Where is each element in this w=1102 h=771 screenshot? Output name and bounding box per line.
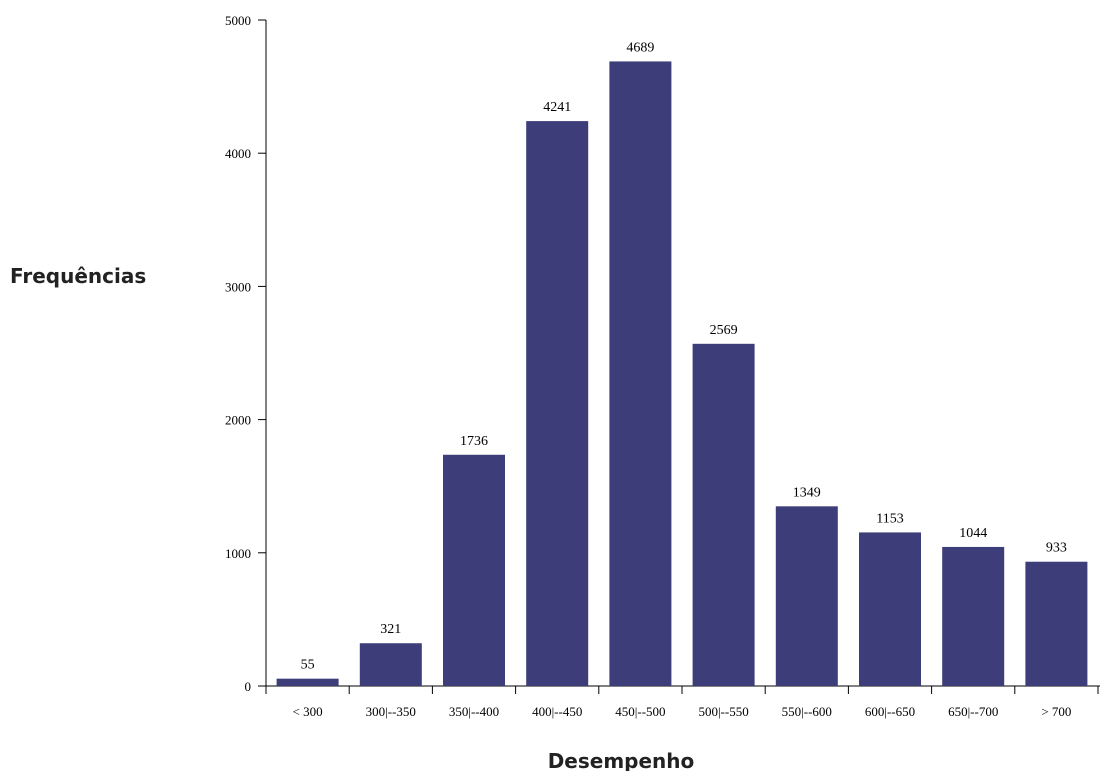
bar (609, 61, 671, 686)
y-tick-label: 2000 (225, 413, 251, 428)
x-tick-label: 350|--400 (449, 704, 499, 719)
bar (942, 547, 1004, 686)
x-axis: < 300 300|--350 350|--400 400|--450 450|--50… (266, 686, 1100, 719)
x-tick-label: > 700 (1041, 704, 1071, 719)
bar-value-label: 933 (1046, 541, 1067, 556)
bar (693, 344, 755, 686)
bar-value-label: 1153 (876, 511, 903, 526)
x-tick-label: 600|--650 (865, 704, 915, 719)
bar-value-label: 321 (380, 622, 401, 637)
bar-value-label: 55 (301, 658, 315, 673)
bar-value-label: 2569 (710, 323, 738, 338)
x-tick-label: 550|--600 (782, 704, 832, 719)
y-tick-label: 4000 (225, 146, 251, 161)
x-tick-label: 450|--500 (615, 704, 665, 719)
bar (1025, 562, 1087, 686)
y-tick-label: 0 (245, 679, 252, 694)
bar (277, 679, 339, 686)
bar-value-label: 1736 (460, 434, 488, 449)
y-tick-label: 3000 (225, 279, 251, 294)
bar (859, 532, 921, 686)
x-tick-label: 500|--550 (698, 704, 748, 719)
bar (526, 121, 588, 686)
x-tick-label: 650|--700 (948, 704, 998, 719)
x-tick-label: 400|--450 (532, 704, 582, 719)
y-axis: 0 1000 2000 3000 4000 5000 (225, 13, 266, 694)
bars (277, 61, 1088, 686)
x-tick-label: 300|--350 (366, 704, 416, 719)
y-axis-title: Frequências (10, 264, 146, 288)
y-tick-label: 1000 (225, 546, 251, 561)
x-axis-title: Desempenho (548, 749, 695, 771)
x-tick-label: < 300 (293, 704, 323, 719)
bar-value-label: 1349 (793, 485, 821, 500)
bar (360, 643, 422, 686)
bar-value-label: 4241 (543, 100, 571, 115)
bar (443, 455, 505, 686)
bar (776, 506, 838, 686)
bar-value-label: 1044 (959, 526, 987, 541)
bar-value-label: 4689 (626, 40, 654, 55)
y-tick-label: 5000 (225, 13, 251, 28)
